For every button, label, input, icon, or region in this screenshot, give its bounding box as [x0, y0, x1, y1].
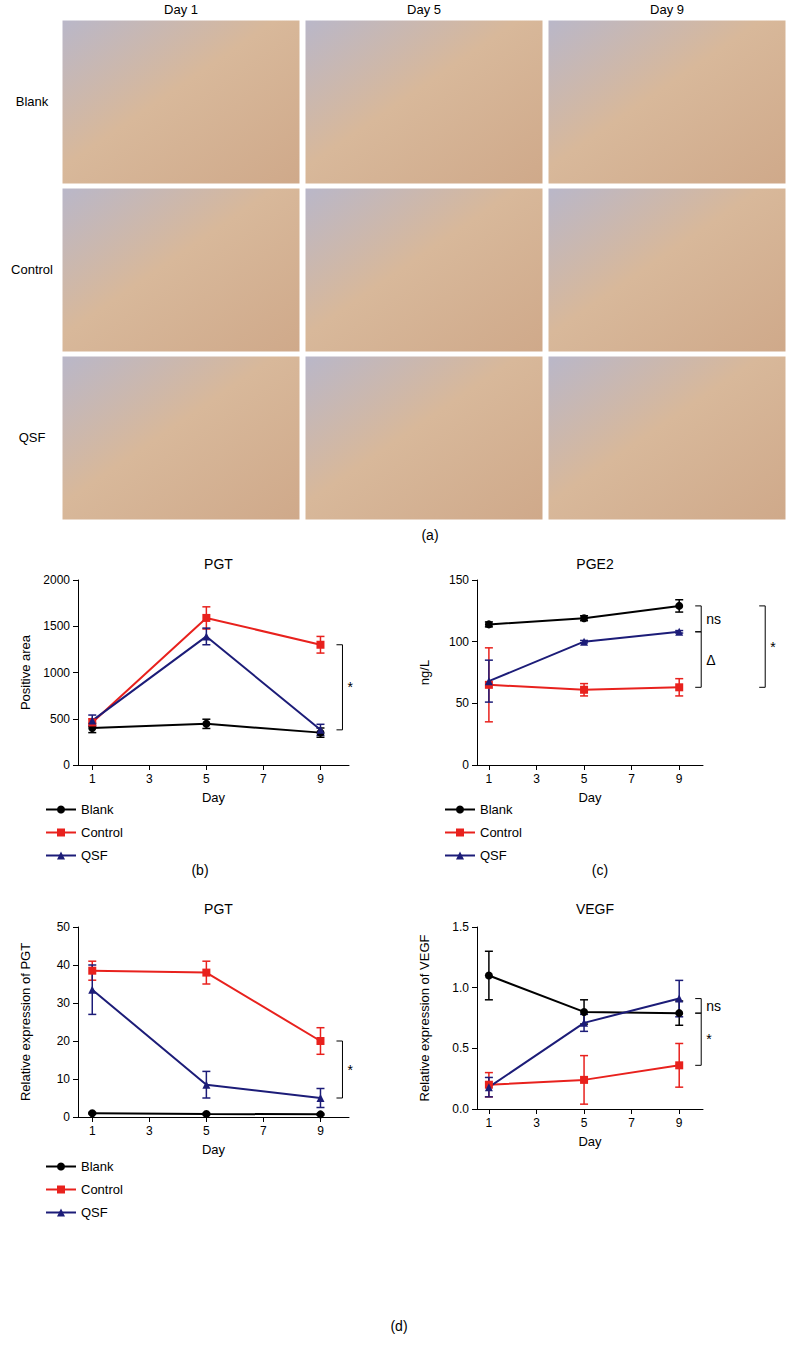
svg-text:5: 5	[203, 1124, 210, 1138]
svg-text:100: 100	[449, 635, 469, 649]
svg-text:1: 1	[486, 1116, 493, 1130]
svg-text:3: 3	[533, 1116, 540, 1130]
svg-text:QSF: QSF	[480, 848, 507, 863]
svg-text:Relative expression of PGT: Relative expression of PGT	[18, 943, 33, 1101]
svg-text:Blank: Blank	[81, 802, 114, 817]
svg-text:(a): (a)	[421, 527, 438, 543]
svg-text:50: 50	[456, 696, 470, 710]
svg-text:10: 10	[57, 1072, 71, 1086]
svg-text:7: 7	[628, 1116, 635, 1130]
svg-text:20: 20	[57, 1034, 71, 1048]
svg-text:1: 1	[486, 772, 493, 786]
svg-text:7: 7	[260, 772, 267, 786]
svg-text:7: 7	[628, 772, 635, 786]
svg-text:Day 1: Day 1	[164, 2, 198, 17]
svg-text:QSF: QSF	[81, 1205, 108, 1220]
svg-text:ng/L: ng/L	[417, 660, 432, 685]
svg-text:50: 50	[57, 920, 71, 934]
svg-text:Blank: Blank	[480, 802, 513, 817]
svg-text:*: *	[770, 639, 776, 655]
svg-text:PGE2: PGE2	[576, 556, 614, 572]
html-text:(b): (b)	[191, 862, 209, 878]
svg-text:Positive area: Positive area	[18, 634, 33, 710]
svg-text:1: 1	[89, 772, 96, 786]
svg-text:0: 0	[462, 758, 469, 772]
html-text:(d): (d)	[390, 1318, 408, 1334]
svg-text:Control: Control	[81, 825, 123, 840]
svg-text:Blank: Blank	[81, 1159, 114, 1174]
svg-text:5: 5	[203, 772, 210, 786]
svg-text:3: 3	[146, 772, 153, 786]
svg-text:3: 3	[146, 1124, 153, 1138]
svg-text:Day 5: Day 5	[407, 2, 441, 17]
svg-text:ns: ns	[706, 611, 721, 627]
svg-text:9: 9	[676, 1116, 683, 1130]
svg-text:150: 150	[449, 573, 469, 587]
svg-text:9: 9	[676, 772, 683, 786]
svg-text:1: 1	[89, 1124, 96, 1138]
svg-text:0.0: 0.0	[452, 1102, 469, 1116]
svg-text:0: 0	[63, 758, 70, 772]
svg-text:*: *	[347, 1062, 353, 1078]
svg-text:Day: Day	[578, 1134, 602, 1149]
svg-text:0: 0	[63, 1110, 70, 1124]
svg-text:0.5: 0.5	[452, 1041, 469, 1055]
svg-text:9: 9	[317, 1124, 324, 1138]
svg-text:Control: Control	[480, 825, 522, 840]
svg-text:Control: Control	[81, 1182, 123, 1197]
svg-text:1.0: 1.0	[452, 981, 469, 995]
svg-text:ns: ns	[706, 998, 721, 1014]
svg-text:Blank: Blank	[16, 94, 49, 109]
svg-text:Day: Day	[202, 790, 226, 805]
svg-text:1.5: 1.5	[452, 920, 469, 934]
svg-text:QSF: QSF	[19, 430, 46, 445]
svg-text:VEGF: VEGF	[576, 901, 614, 917]
svg-text:7: 7	[260, 1124, 267, 1138]
svg-text:5: 5	[581, 1116, 588, 1130]
svg-text:1500: 1500	[43, 619, 70, 633]
svg-text:Day 9: Day 9	[650, 2, 684, 17]
svg-text:*: *	[347, 679, 353, 695]
svg-text:Δ: Δ	[706, 652, 715, 668]
svg-text:2000: 2000	[43, 573, 70, 587]
svg-text:QSF: QSF	[81, 848, 108, 863]
svg-text:9: 9	[317, 772, 324, 786]
svg-text:Relative expression of VEGF: Relative expression of VEGF	[417, 934, 432, 1101]
svg-text:30: 30	[57, 996, 71, 1010]
svg-text:Control: Control	[11, 262, 53, 277]
svg-text:3: 3	[533, 772, 540, 786]
svg-text:1000: 1000	[43, 666, 70, 680]
svg-text:5: 5	[581, 772, 588, 786]
svg-text:Day: Day	[578, 790, 602, 805]
svg-text:PGT: PGT	[204, 901, 233, 917]
svg-text:40: 40	[57, 958, 71, 972]
svg-text:500: 500	[50, 712, 70, 726]
svg-text:PGT: PGT	[204, 556, 233, 572]
svg-text:Day: Day	[202, 1142, 226, 1157]
html-text:(c): (c)	[591, 862, 609, 878]
svg-text:*: *	[706, 1031, 712, 1047]
